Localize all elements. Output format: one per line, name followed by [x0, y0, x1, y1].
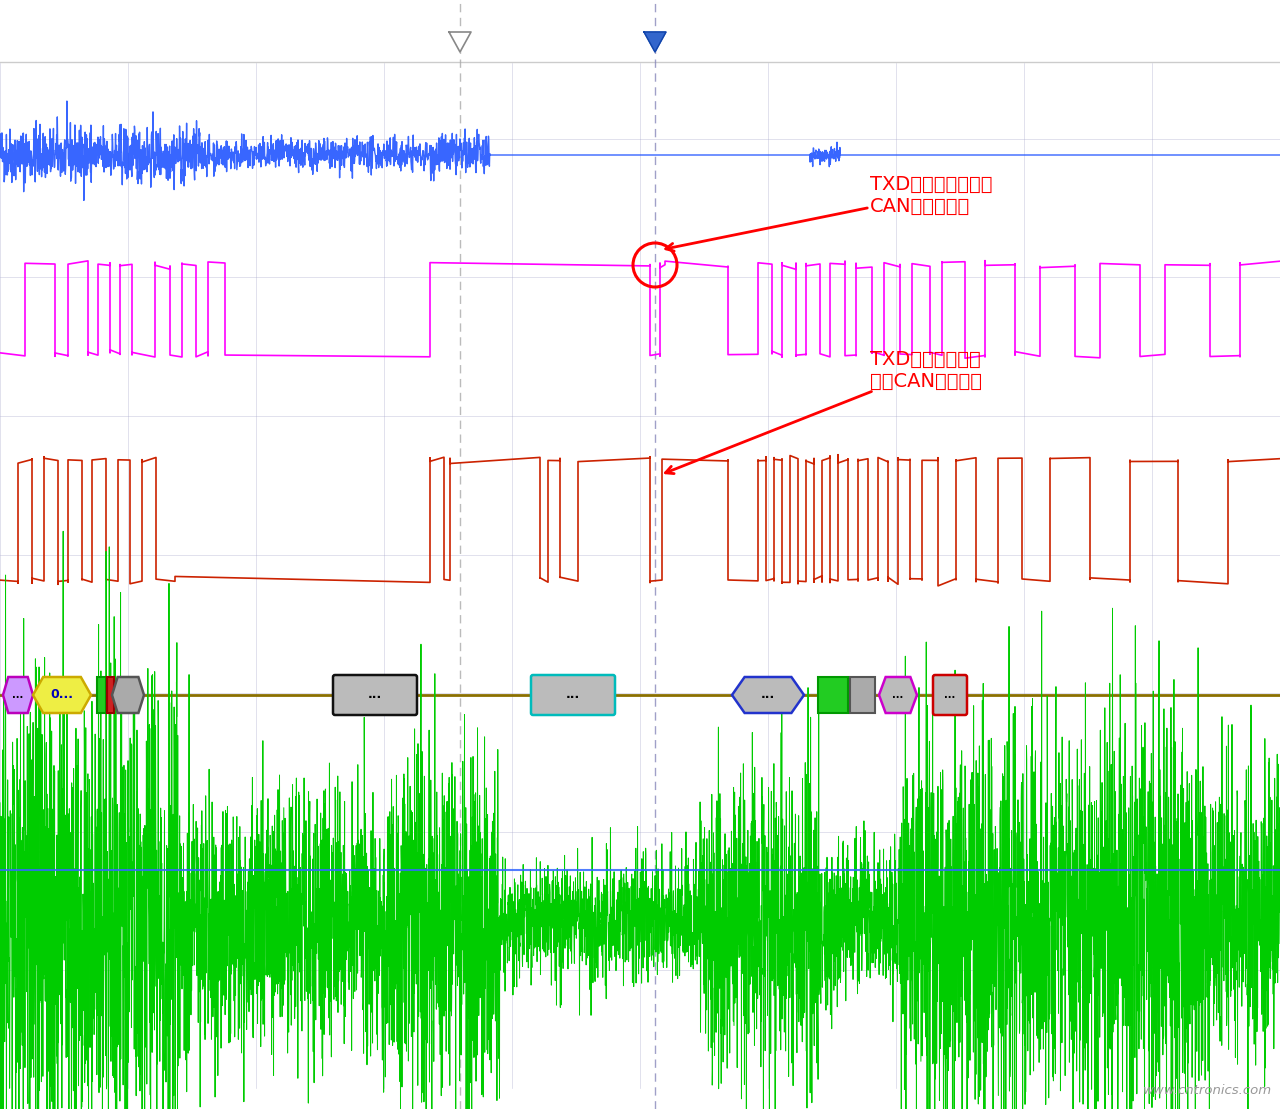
- Text: TXD出现噪声尖峻
时，CAN总线变化: TXD出现噪声尖峻 时，CAN总线变化: [666, 349, 982, 474]
- Text: ...: ...: [13, 690, 23, 700]
- Text: ...: ...: [367, 689, 383, 702]
- Polygon shape: [113, 676, 143, 713]
- Text: www.cntronics.com: www.cntronics.com: [1143, 1083, 1272, 1097]
- Text: ...: ...: [760, 689, 776, 702]
- FancyBboxPatch shape: [108, 676, 114, 713]
- FancyBboxPatch shape: [97, 676, 106, 713]
- Polygon shape: [33, 676, 91, 713]
- FancyBboxPatch shape: [933, 675, 966, 715]
- Polygon shape: [644, 32, 666, 52]
- Text: 0...: 0...: [50, 689, 73, 702]
- FancyBboxPatch shape: [531, 675, 614, 715]
- Text: TXD输出变为高时，
CAN总线未变化: TXD输出变为高时， CAN总线未变化: [666, 174, 992, 251]
- Polygon shape: [879, 676, 916, 713]
- FancyBboxPatch shape: [850, 676, 876, 713]
- Text: ...: ...: [892, 690, 904, 700]
- FancyBboxPatch shape: [818, 676, 849, 713]
- Text: ...: ...: [566, 689, 580, 702]
- FancyBboxPatch shape: [333, 675, 417, 715]
- Text: ...: ...: [945, 690, 956, 700]
- Polygon shape: [732, 676, 804, 713]
- Polygon shape: [3, 676, 33, 713]
- Polygon shape: [449, 32, 471, 52]
